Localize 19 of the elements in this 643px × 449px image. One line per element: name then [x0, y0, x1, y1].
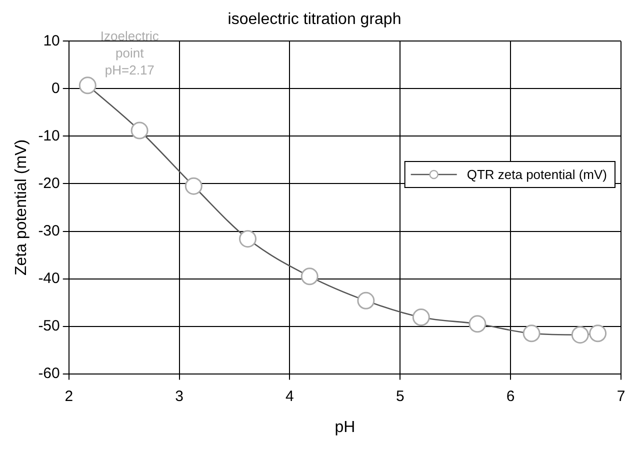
- y-tick-label: -50: [38, 317, 60, 334]
- x-axis-title: pH: [334, 418, 356, 436]
- x-tick-label: 5: [396, 388, 404, 405]
- y-axis-title: Zeta potential (mV): [13, 139, 30, 276]
- x-tick-label: 4: [286, 388, 294, 405]
- y-tick-label: -40: [38, 270, 60, 287]
- legend-label: QTR zeta potential (mV): [466, 167, 607, 182]
- x-tick-label: 6: [506, 388, 515, 405]
- annotation: Izoelectric point pH=2.17: [100, 28, 160, 78]
- y-tick-label: -30: [38, 222, 60, 240]
- y-tick-label: 10: [43, 32, 60, 50]
- x-tick-label: 7: [616, 388, 626, 405]
- chart-title: isoelectric titration graph: [228, 11, 402, 28]
- y-tick-label: -20: [38, 174, 60, 192]
- x-tick-label: 2: [64, 388, 74, 405]
- y-tick-label: -60: [38, 364, 60, 382]
- y-tick-label: 0: [52, 80, 60, 97]
- y-tick-label: -10: [38, 127, 60, 144]
- x-tick-label: 3: [175, 388, 184, 405]
